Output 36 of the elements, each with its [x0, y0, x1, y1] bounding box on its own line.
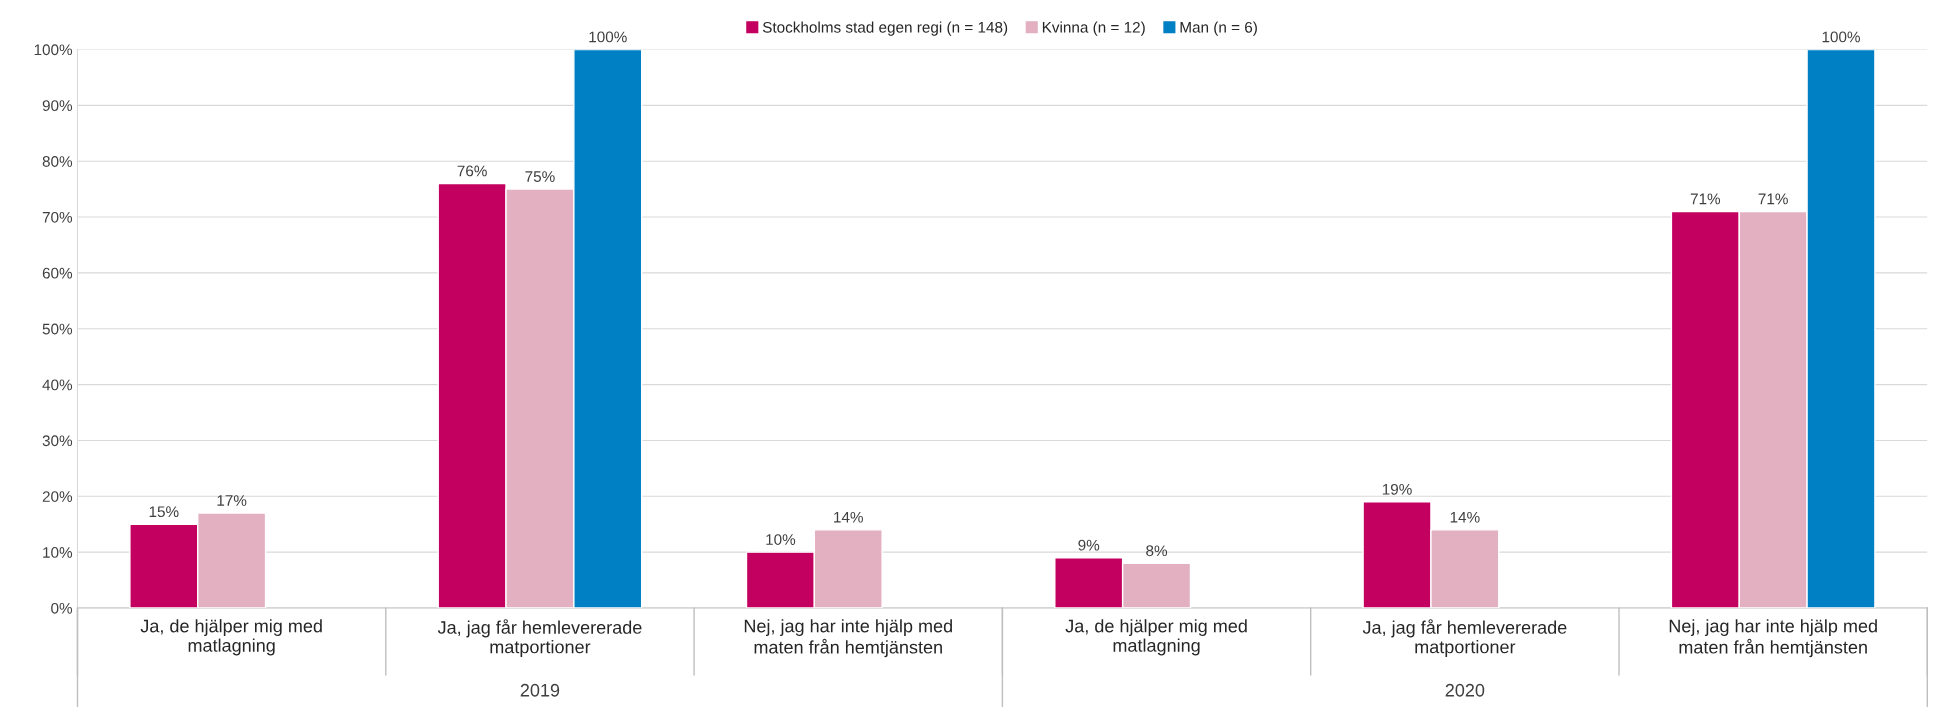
y-tick-label: 0%	[51, 602, 73, 614]
data-label: 76%	[457, 165, 487, 177]
data-label: 14%	[834, 511, 863, 523]
data-label: 8%	[1146, 545, 1168, 557]
data-label: 10%	[766, 534, 796, 545]
x-tick-label: Ja, jag får hemlevererade matportioner	[1362, 619, 1567, 657]
text: 2020	[1445, 683, 1485, 697]
x-tick-label: Ja, jag får hemlevererade matportioner	[437, 619, 642, 657]
data-label: 75%	[525, 171, 555, 182]
data-label: 14%	[1450, 511, 1480, 523]
y-tick-label: 100%	[34, 44, 73, 56]
x-tick-label: Nej, jag har inte hjälp med maten från hemtjänsten	[744, 619, 952, 658]
y-tick-label: 80%	[42, 156, 73, 167]
data-label: 19%	[1382, 483, 1412, 495]
y-tick-label: 40%	[42, 379, 73, 391]
x-tick-label: Nej, jag har inte hjälp med maten från hemtjänsten	[1669, 619, 1877, 658]
data-label: 100%	[1822, 31, 1860, 43]
data-label: 15%	[149, 506, 179, 518]
legend-label: Stockholms stad egen regi (n = 148)	[762, 21, 1008, 36]
y-tick-label: 70%	[42, 211, 73, 223]
data-label: 100%	[589, 31, 627, 43]
text: 2019	[520, 683, 560, 697]
legend-label: Man (n = 6)	[1180, 21, 1257, 36]
data-label: 17%	[217, 495, 247, 506]
y-tick-label: 50%	[42, 323, 73, 335]
x-tick-label: Ja, de hjälper mig med matlagning	[1065, 619, 1247, 656]
x-tick-label: Ja, de hjälper mig med matlagning	[140, 619, 322, 656]
y-tick-label: 10%	[43, 547, 73, 558]
y-tick-label: 90%	[42, 100, 73, 112]
y-tick-label: 20%	[42, 491, 73, 502]
y-tick-label: 30%	[42, 435, 73, 447]
data-label: 9%	[1078, 539, 1100, 551]
data-label: 71%	[1690, 193, 1721, 205]
legend-label: Kvinna (n = 12)	[1042, 21, 1145, 36]
data-label: 71%	[1758, 193, 1788, 205]
y-tick-label: 60%	[42, 267, 73, 279]
